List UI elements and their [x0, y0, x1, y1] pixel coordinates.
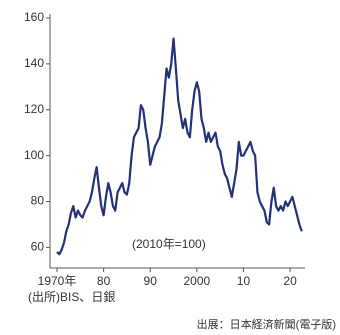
- x-tick-label: 80: [97, 274, 111, 288]
- x-tick-label: 2000: [183, 274, 210, 288]
- y-tick-label: 100: [24, 148, 44, 162]
- x-tick-label: 10: [237, 274, 251, 288]
- credit: 出展：日本経済新聞(電子版): [197, 317, 336, 331]
- annotation: (2010年=100): [132, 237, 206, 251]
- y-tick-label: 140: [24, 56, 44, 70]
- source-note: (出所)BIS、日銀: [28, 290, 115, 304]
- y-tick-label: 120: [24, 102, 44, 116]
- x-tick-label: 90: [144, 274, 158, 288]
- y-tick-label: 160: [24, 10, 44, 24]
- x-tick-label: 1970年: [38, 274, 77, 288]
- y-tick-label: 60: [31, 240, 45, 254]
- y-tick-label: 80: [31, 194, 45, 208]
- x-tick-label: 20: [283, 274, 297, 288]
- data-line: [56, 37, 303, 256]
